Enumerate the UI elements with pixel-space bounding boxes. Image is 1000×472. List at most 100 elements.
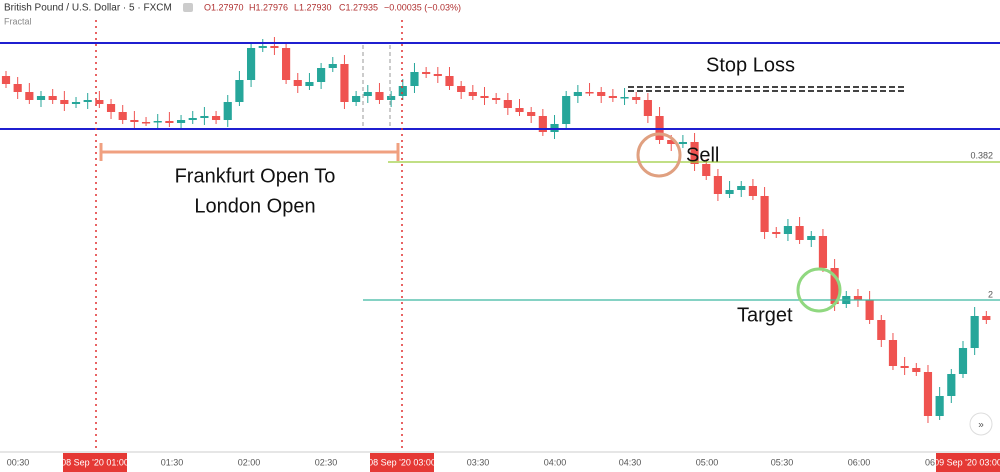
candle <box>690 142 699 164</box>
candle <box>608 96 617 98</box>
candle <box>807 236 816 240</box>
candle <box>445 76 454 86</box>
candle <box>200 116 209 118</box>
time-label: 02:00 <box>238 457 261 467</box>
candle <box>141 122 151 124</box>
candle <box>958 348 968 374</box>
candle <box>95 100 104 104</box>
change: −0.00035 (−0.03%) <box>384 2 461 12</box>
candle <box>363 92 372 96</box>
time-marker <box>63 453 127 472</box>
candle <box>165 121 174 123</box>
time-label: 08 Sep '20 01:00 <box>61 457 129 467</box>
target-circle <box>796 267 842 313</box>
time-label: 05:00 <box>696 457 719 467</box>
time-label: 02:30 <box>315 457 338 467</box>
candle <box>760 196 769 232</box>
candle <box>620 97 629 99</box>
candle <box>515 108 524 112</box>
candle <box>305 82 314 86</box>
time-marker <box>936 453 1000 472</box>
candle <box>293 80 302 86</box>
scroll-button[interactable] <box>969 412 993 436</box>
candle <box>632 97 641 100</box>
ohlc: L1.27930 <box>294 2 332 12</box>
candle <box>188 118 197 120</box>
candle <box>947 374 956 396</box>
candle <box>153 121 162 123</box>
candle <box>935 396 944 416</box>
candle <box>772 232 781 234</box>
candle <box>398 86 407 96</box>
candle <box>865 300 874 320</box>
time-label: 04:30 <box>619 457 642 467</box>
candle <box>853 296 863 300</box>
ohlc: C1.27935 <box>339 2 378 12</box>
candle <box>480 96 489 98</box>
candle <box>830 268 839 304</box>
candle <box>492 98 501 100</box>
sell-circle <box>636 132 682 178</box>
candle <box>795 226 804 240</box>
candle <box>60 100 69 104</box>
candle <box>643 100 652 116</box>
candle <box>888 340 898 366</box>
candle <box>410 72 419 86</box>
candle <box>282 48 291 80</box>
candle <box>328 64 337 68</box>
time-label: 00:30 <box>7 457 30 467</box>
candles <box>1 37 991 423</box>
fib-label: 2 <box>988 289 993 299</box>
candle <box>900 366 909 368</box>
time-label: 08 Sep '20 03:00 <box>368 457 436 467</box>
candle <box>818 236 828 268</box>
candle <box>83 100 92 102</box>
time-label: 03:30 <box>467 457 490 467</box>
time-marker <box>370 453 434 472</box>
candle <box>340 64 349 102</box>
time-label: 04:00 <box>544 457 567 467</box>
candle <box>270 46 279 48</box>
candle <box>573 92 582 96</box>
ohlc: H1.27976 <box>249 2 288 12</box>
scroll-icon[interactable]: » <box>978 420 984 431</box>
candle <box>106 104 116 112</box>
candle <box>982 316 991 320</box>
candle <box>176 120 186 123</box>
stop-loss-label: Stop Loss <box>706 54 795 76</box>
session-label: London Open <box>194 195 315 217</box>
candle <box>783 226 793 234</box>
candle <box>211 116 221 120</box>
candle <box>702 164 711 176</box>
candle <box>118 112 127 120</box>
candle <box>912 368 921 372</box>
candle <box>387 96 396 100</box>
candle <box>25 92 34 100</box>
candle <box>317 68 326 82</box>
time-axis: 00:30 08 Sep '20 01:00 01:30 02:00 02:30 08 S… <box>7 453 1000 472</box>
candle <box>877 320 886 340</box>
candle <box>433 74 442 76</box>
time-label: 09 Sep '20 03:00 <box>934 457 1000 467</box>
candle <box>562 96 571 124</box>
candle <box>923 372 933 416</box>
candle <box>538 116 547 132</box>
candle <box>468 92 477 96</box>
symbol: British Pound / U.S. Dollar · 5 · FXCM <box>4 3 172 14</box>
target-label: Target <box>737 304 793 326</box>
candle <box>36 96 46 100</box>
time-label: 05:30 <box>771 457 794 467</box>
candle <box>678 142 687 144</box>
candle <box>258 46 267 48</box>
candle <box>13 84 22 92</box>
candle <box>352 96 361 102</box>
sell-label: Sell <box>686 144 719 166</box>
candle <box>748 186 758 196</box>
candle <box>48 96 57 100</box>
candle <box>375 92 384 100</box>
time-label: 01:30 <box>161 457 184 467</box>
candle <box>422 72 431 74</box>
candle <box>130 120 139 122</box>
candle <box>725 190 734 194</box>
time-label: 06:00 <box>848 457 871 467</box>
